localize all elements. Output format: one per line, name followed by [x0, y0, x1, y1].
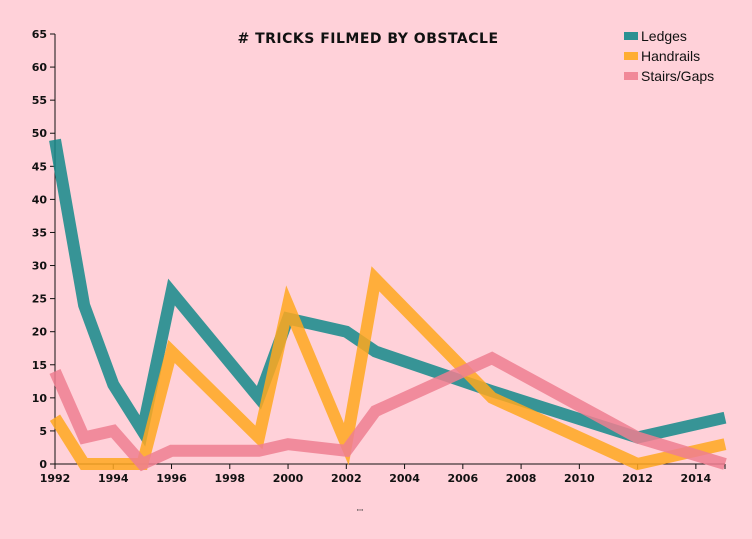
y-tick-label: 0	[39, 458, 47, 471]
y-tick-label: 40	[32, 193, 48, 206]
x-tick-label: 1992	[40, 472, 71, 485]
legend-swatch-handrails	[624, 52, 638, 60]
y-tick-label: 10	[32, 392, 48, 405]
y-tick-label: 15	[32, 359, 47, 372]
x-tick-label: 2006	[448, 472, 479, 485]
legend-swatch-stairs-gaps	[624, 72, 638, 80]
x-tick-label: 1994	[98, 472, 129, 485]
legend-label-stairs-gaps: Stairs/Gaps	[641, 68, 714, 84]
legend-label-handrails: Handrails	[641, 48, 700, 64]
footer-mark: ""	[357, 508, 363, 516]
x-tick-label: 2002	[331, 472, 362, 485]
series-line-stairs-gaps	[49, 351, 727, 472]
series-line-handrails	[49, 266, 727, 471]
x-tick-label: 1996	[156, 472, 187, 485]
y-tick-label: 35	[32, 226, 47, 239]
x-tick-label: 2012	[622, 472, 653, 485]
axes: 0 5 10 15 20 25 30 35 40 45 50 55 60 65 1992 1994 1996 19…	[32, 28, 726, 485]
x-tick-label: 2010	[564, 472, 595, 485]
x-tick-label: 2000	[273, 472, 304, 485]
x-tick-label: 1998	[214, 472, 245, 485]
y-tick-label: 30	[32, 260, 48, 273]
y-tick-label: 60	[32, 61, 48, 74]
y-tick-label: 45	[32, 160, 47, 173]
x-tick-label: 2014	[681, 472, 712, 485]
x-tick-label: 2004	[389, 472, 420, 485]
y-tick-label: 55	[32, 94, 47, 107]
y-tick-label: 20	[32, 326, 48, 339]
y-tick-label: 50	[32, 127, 48, 140]
legend-swatch-ledges	[624, 32, 638, 40]
legend-label-ledges: Ledges	[641, 28, 687, 44]
legend: Ledges Handrails Stairs/Gaps	[624, 28, 714, 84]
y-tick-label: 65	[32, 28, 47, 41]
y-tick-label: 5	[39, 425, 47, 438]
y-tick-label: 25	[32, 293, 47, 306]
chart-title: # TRICKS FILMED BY OBSTACLE	[237, 31, 498, 47]
x-tick-label: 2008	[506, 472, 537, 485]
series-lines	[49, 138, 727, 472]
